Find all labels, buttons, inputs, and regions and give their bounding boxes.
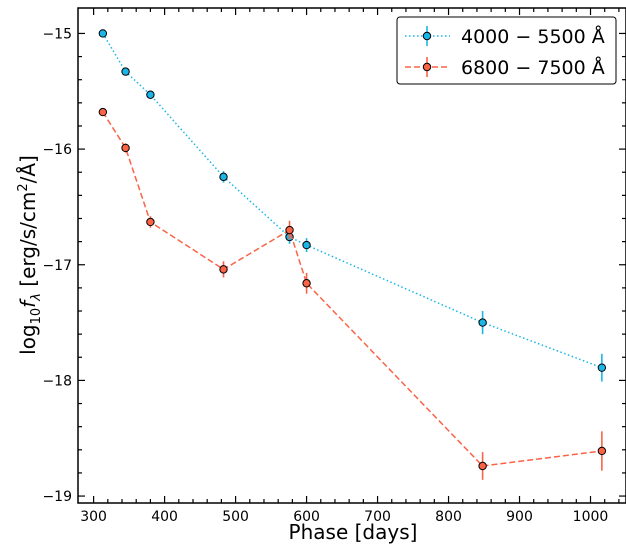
x-tick-label: 300 (80, 509, 107, 525)
legend-label: 6800 − 7500 Å (461, 56, 605, 79)
y-tick-labels: −15 −16 −17 −18 −19 (42, 26, 72, 505)
x-tick-labels: 300 400 500 600 700 800 900 1000 (80, 509, 608, 525)
series-2 (98, 107, 607, 480)
series-line (102, 111, 602, 467)
legend-box (396, 16, 617, 85)
x-tick-label: 600 (293, 509, 320, 525)
data-point (219, 172, 228, 182)
legend-marker (422, 62, 432, 72)
legend: 4000 − 5500 Å 6800 − 7500 Å (396, 16, 617, 85)
legend-entry: 6800 − 7500 Å (405, 56, 605, 79)
data-point (98, 29, 108, 38)
y-tick-label: −18 (42, 373, 72, 389)
legend-marker (422, 31, 432, 41)
y-tick-label: −16 (42, 142, 72, 158)
series-layer (98, 29, 607, 480)
y-label-varsub: λ (29, 293, 44, 302)
y-tick-label: −17 (42, 258, 72, 274)
x-axis-label: Phase [days] (289, 520, 418, 544)
series-line (102, 33, 603, 369)
x-tick-label: 1000 (573, 509, 609, 525)
data-point (302, 240, 311, 250)
legend-label: 4000 − 5500 Å (461, 25, 605, 48)
data-point (146, 90, 155, 99)
y-label-unit-sup: 2 (16, 183, 31, 191)
series-1 (98, 29, 607, 382)
y-tick-label: −19 (42, 489, 72, 505)
x-tick-label: 800 (435, 509, 462, 525)
plot-frame (77, 7, 626, 504)
data-point (121, 67, 130, 76)
data-point (121, 143, 130, 153)
data-point (146, 217, 155, 227)
y-label-var: f (16, 298, 40, 308)
data-point (478, 318, 487, 327)
x-tick-label: 400 (151, 509, 178, 525)
y-label-prefix: log (16, 324, 40, 355)
data-point (98, 107, 108, 117)
data-point (478, 461, 487, 471)
x-tick-label: 500 (222, 509, 249, 525)
y-axis-label: log10fλ [erg/s/cm2/Å] (16, 155, 44, 355)
y-label-unit-open: [erg/s/cm (16, 192, 40, 293)
y-label-unit-close: /Å] (16, 155, 40, 183)
y-tick-label: −15 (42, 26, 72, 42)
x-tick-label: 700 (364, 509, 391, 525)
x-tick-label: 900 (506, 509, 533, 525)
legend-entry: 4000 − 5500 Å (405, 25, 605, 48)
data-point (285, 225, 294, 235)
y-label-sub: 10 (29, 308, 44, 325)
data-point (597, 446, 607, 456)
data-point (597, 363, 607, 372)
data-point (219, 265, 228, 274)
data-point (302, 279, 311, 288)
